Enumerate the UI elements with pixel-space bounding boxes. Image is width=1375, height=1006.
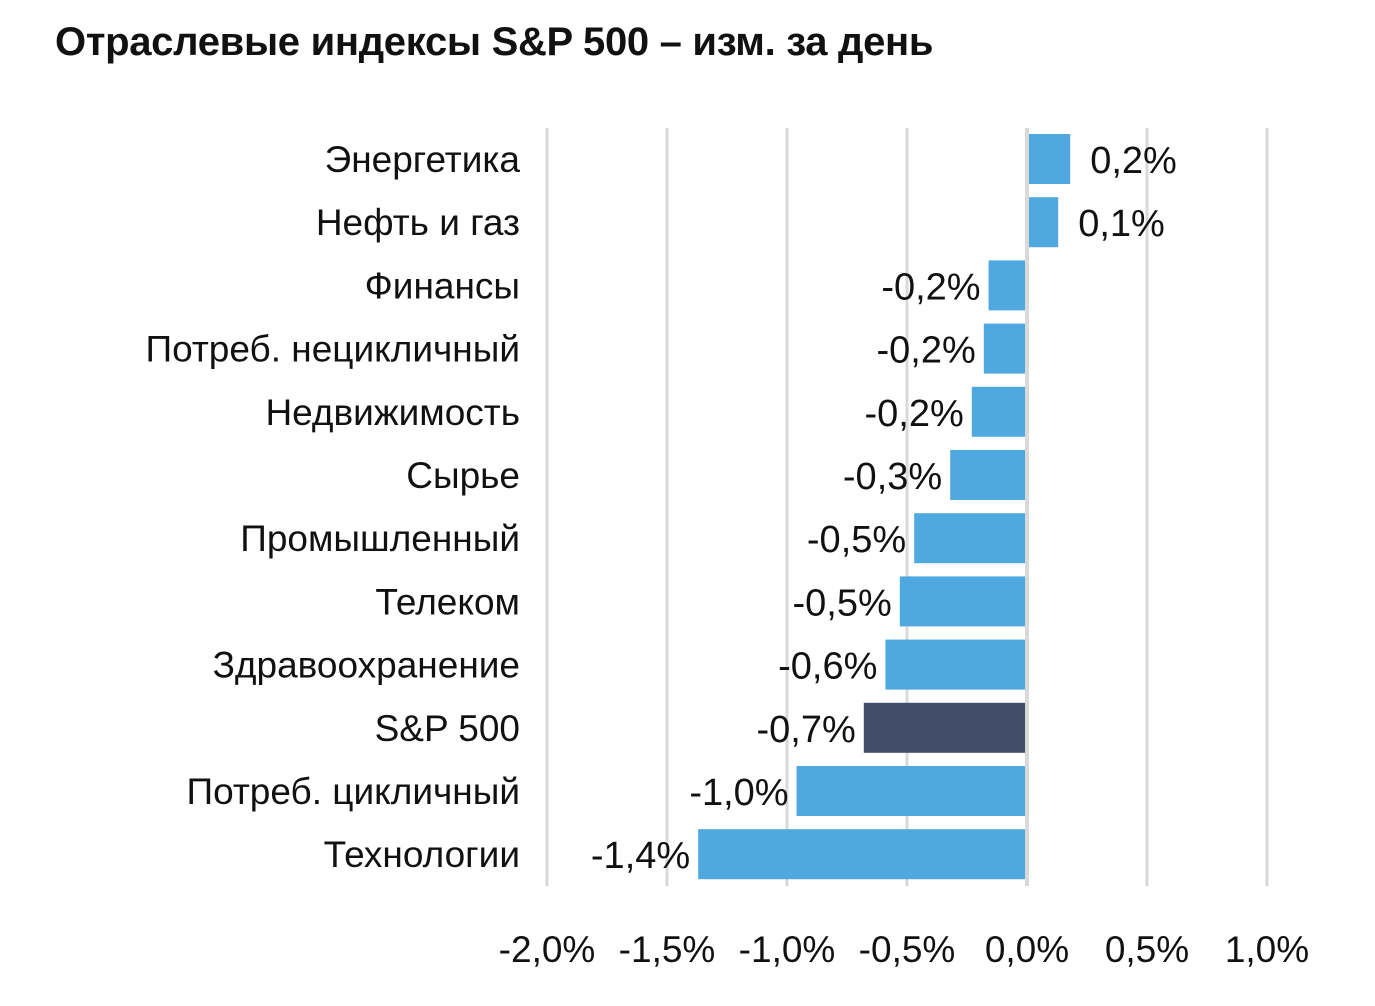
category-label: Технологии — [324, 834, 520, 875]
data-label: 0,1% — [1078, 203, 1165, 245]
bar — [950, 450, 1027, 500]
category-label: Здравоохранение — [213, 645, 520, 686]
bar — [1027, 134, 1071, 184]
bar — [971, 386, 1027, 437]
bar — [988, 260, 1027, 311]
data-label: -0,2% — [877, 330, 976, 372]
data-label: 0,2% — [1090, 140, 1177, 182]
x-tick-label: -0,5% — [859, 929, 956, 970]
grid-lines — [545, 128, 1269, 886]
x-axis-tick-labels: -2,0% -1,5% -1,0% -0,5% 0,0% 0,5% 1,0% — [499, 929, 1310, 970]
x-tick-label: 0,5% — [1105, 929, 1189, 970]
category-label: Энергетика — [325, 139, 521, 180]
chart-title: Отраслевые индексы S&P 500 – изм. за ден… — [55, 20, 934, 64]
data-label: -0,5% — [807, 519, 906, 561]
bar — [914, 513, 1027, 564]
value-labels: 0,2% 0,1% -0,2% -0,2% -0,2% -0,3% -0,5% -0,5% -0… — [591, 140, 1177, 877]
category-label: Сырье — [406, 455, 520, 496]
bar — [899, 576, 1027, 627]
x-tick-label: 1,0% — [1225, 929, 1309, 970]
bar — [698, 829, 1027, 880]
x-tick-label: -2,0% — [499, 929, 596, 970]
x-tick-label: 0,0% — [985, 929, 1069, 970]
data-label: -1,0% — [689, 772, 788, 814]
category-label: Телеком — [375, 581, 520, 622]
data-label: -0,2% — [881, 266, 980, 308]
data-label: -0,3% — [843, 456, 942, 498]
x-tick-label: -1,5% — [619, 929, 716, 970]
data-label: -0,7% — [757, 709, 856, 751]
category-label: S&P 500 — [375, 708, 520, 749]
category-label: Промышленный — [240, 518, 520, 559]
category-label: Потреб. нецикличный — [146, 329, 521, 370]
bars — [698, 134, 1071, 880]
bar — [1027, 197, 1059, 248]
data-label: -1,4% — [591, 835, 690, 877]
bar — [863, 702, 1027, 753]
bar — [796, 766, 1027, 816]
category-label: Недвижимость — [265, 392, 520, 433]
x-tick-label: -1,0% — [739, 929, 836, 970]
data-label: -0,5% — [793, 582, 892, 624]
category-label: Финансы — [365, 265, 520, 306]
data-label: -0,2% — [865, 393, 964, 435]
bar — [885, 639, 1027, 690]
bar — [983, 323, 1027, 374]
category-label: Потреб. цикличный — [187, 771, 521, 812]
category-label: Нефть и газ — [316, 202, 520, 243]
category-labels: Энергетика Нефть и газ Финансы Потреб. неци… — [146, 139, 521, 875]
data-label: -0,6% — [778, 646, 877, 688]
